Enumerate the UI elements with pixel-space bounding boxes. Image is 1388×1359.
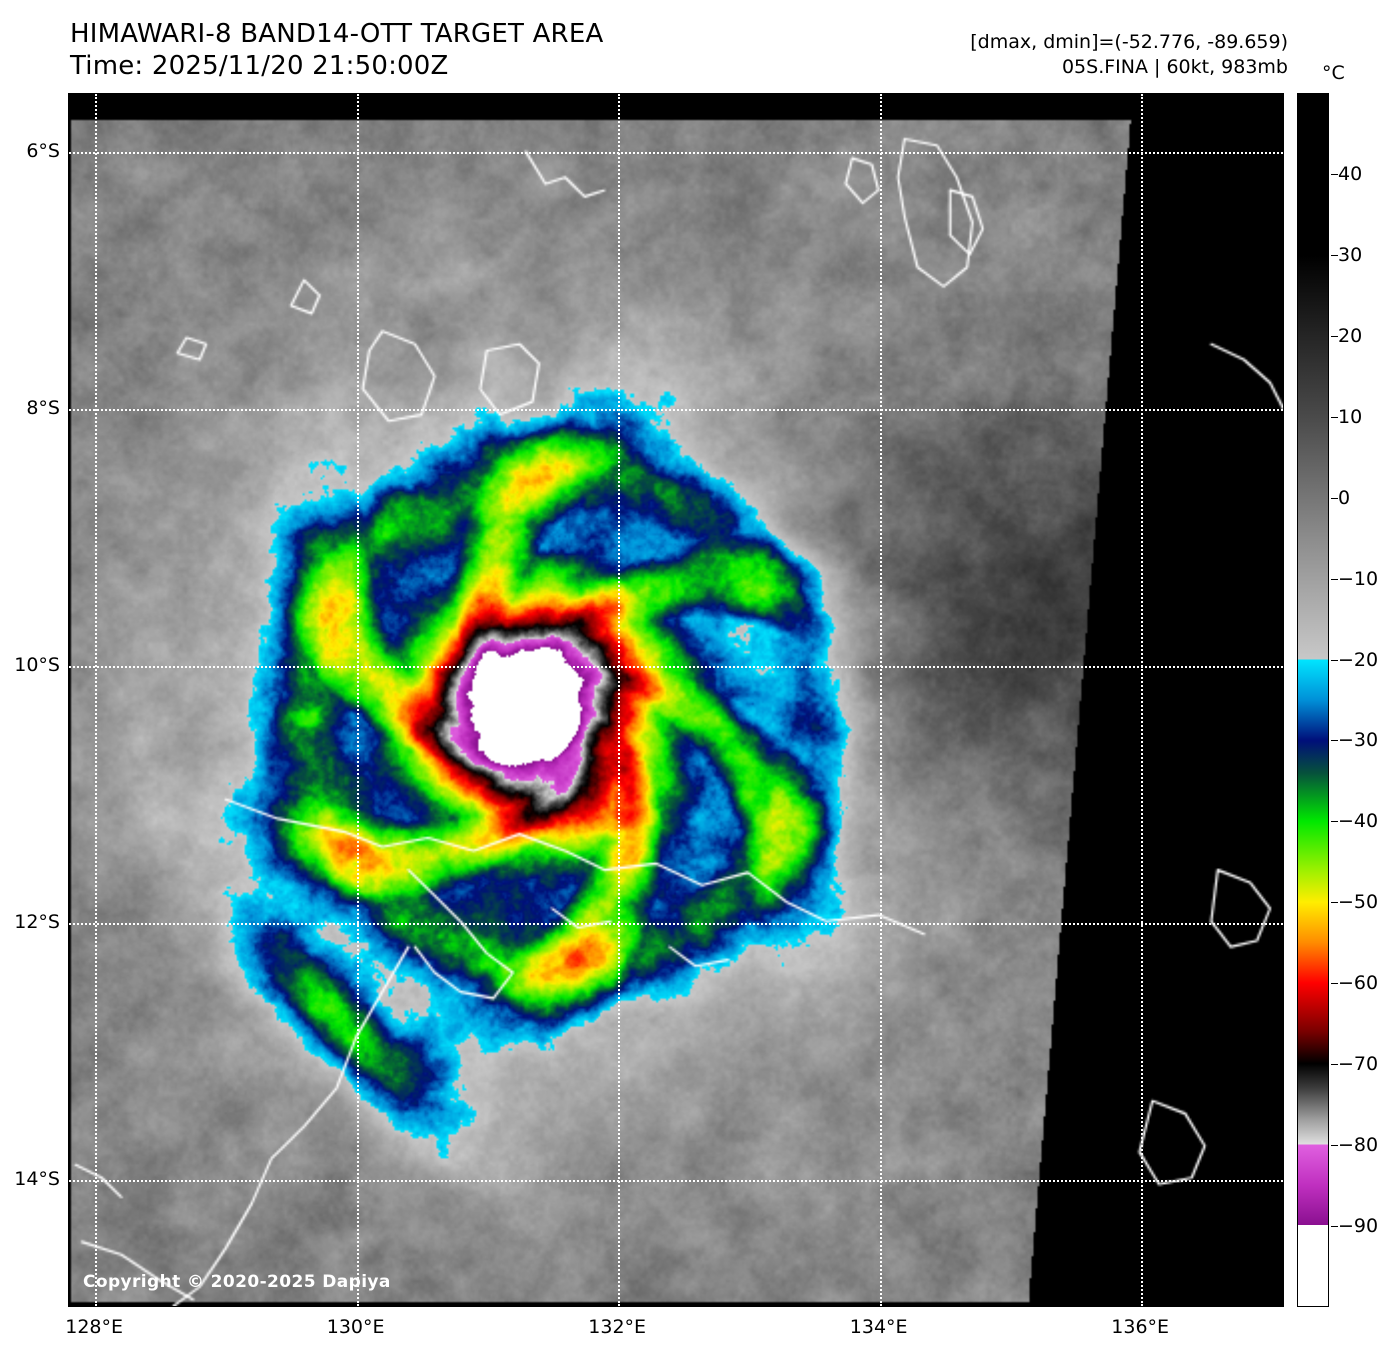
colorbar-tick-label--80: −80 (1338, 1134, 1379, 1157)
colorbar-tick-mark (1331, 497, 1338, 499)
lat-tick-label-10: 10°S (14, 653, 60, 676)
colorbar-tick-label--50: −50 (1338, 891, 1379, 914)
colorbar-tick-mark (1331, 821, 1338, 823)
title-block: HIMAWARI-8 BAND14-OTT TARGET AREA Time: … (70, 18, 603, 82)
colorbar-unit-label: °C (1322, 62, 1345, 84)
colorbar-tick-mark (1331, 335, 1338, 337)
colorbar-tick-mark (1331, 983, 1338, 985)
metadata-block: [dmax, dmin]=(-52.776, -89.659) 05S.FINA… (970, 30, 1288, 80)
colorbar-tick-label-40: 40 (1338, 162, 1363, 185)
colorbar-tick-label--90: −90 (1338, 1215, 1379, 1238)
data-range-label: [dmax, dmin]=(-52.776, -89.659) (970, 31, 1288, 53)
colorbar-tick-label--60: −60 (1338, 972, 1379, 995)
colorbar-tick-label--10: −10 (1338, 567, 1379, 590)
colorbar-tick-label-0: 0 (1338, 486, 1351, 509)
lat-tick-label-8: 8°S (26, 396, 60, 419)
copyright-label: Copyright © 2020-2025 Dapiya (83, 1272, 391, 1292)
colorbar-tick-label-20: 20 (1338, 324, 1363, 347)
colorbar-tick-mark (1331, 173, 1338, 175)
colorbar-tick-label--70: −70 (1338, 1053, 1379, 1076)
lat-tick-label-14: 14°S (14, 1167, 60, 1190)
satellite-imagery-canvas (69, 94, 1283, 1306)
colorbar-tick-mark (1331, 1226, 1338, 1228)
colorbar-tick-label--40: −40 (1338, 810, 1379, 833)
colorbar-tick-label-10: 10 (1338, 405, 1363, 428)
lon-tick-label-132: 132°E (588, 1316, 647, 1338)
colorbar-tick-label--20: −20 (1338, 648, 1379, 671)
storm-info-label: 05S.FINA | 60kt, 983mb (1061, 56, 1288, 78)
lat-tick-label-6: 6°S (26, 139, 60, 162)
colorbar-tick-mark (1331, 254, 1338, 256)
lat-tick-label-12: 12°S (14, 910, 60, 933)
colorbar-tick-mark (1331, 1064, 1338, 1066)
colorbar-tick-mark (1331, 1145, 1338, 1147)
colorbar (1297, 93, 1329, 1307)
timestamp-label: Time: 2025/11/20 21:50:00Z (70, 51, 449, 81)
colorbar-gradient (1298, 94, 1328, 1306)
colorbar-tick-mark (1331, 740, 1338, 742)
colorbar-tick-mark (1331, 902, 1338, 904)
plot-inner: Copyright © 2020-2025 Dapiya (69, 94, 1283, 1306)
lon-tick-label-134: 134°E (849, 1316, 908, 1338)
colorbar-tick-label-30: 30 (1338, 243, 1363, 266)
satellite-image-plot[interactable]: Copyright © 2020-2025 Dapiya (68, 93, 1284, 1307)
lon-tick-label-136: 136°E (1111, 1316, 1170, 1338)
colorbar-tick-label--30: −30 (1338, 729, 1379, 752)
colorbar-tick-mark (1331, 416, 1338, 418)
lon-tick-label-130: 130°E (326, 1316, 385, 1338)
colorbar-tick-mark (1331, 578, 1338, 580)
colorbar-tick-mark (1331, 659, 1338, 661)
page-title: HIMAWARI-8 BAND14-OTT TARGET AREA (70, 19, 604, 49)
lon-tick-label-128: 128°E (65, 1316, 124, 1338)
